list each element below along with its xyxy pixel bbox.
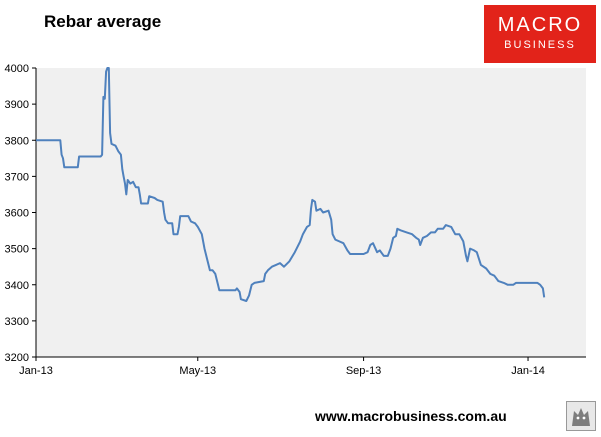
x-tick-label: Jan-14 [511, 365, 545, 377]
y-tick-label: 3900 [5, 99, 29, 111]
footer-url: www.macrobusiness.com.au [315, 408, 507, 424]
x-tick-label: May-13 [179, 365, 216, 377]
y-tick-label: 3500 [5, 244, 29, 256]
chart-title: Rebar average [44, 12, 162, 31]
rebar-line-chart: 3200 3300 3400 3500 3600 3700 3800 3900 4000 Jan… [5, 63, 586, 377]
wolf-logo-icon [566, 401, 596, 431]
y-axis: 3200 3300 3400 3500 3600 3700 3800 3900 4000 [5, 63, 37, 364]
y-tick-label: 3800 [5, 135, 29, 147]
y-tick-label: 4000 [5, 63, 29, 75]
y-tick-label: 3400 [5, 280, 29, 292]
y-tick-label: 3300 [5, 316, 29, 328]
y-tick-label: 3600 [5, 208, 29, 220]
y-tick-label: 3700 [5, 171, 29, 183]
x-tick-label: Jan-13 [19, 365, 53, 377]
macrobusiness-logo: MACRO BUSINESS [484, 5, 596, 63]
x-tick-label: Sep-13 [346, 365, 381, 377]
logo-line-1: MACRO [497, 14, 583, 36]
logo-line-2: BUSINESS [504, 39, 576, 51]
x-axis: Jan-13 May-13 Sep-13 Jan-14 [19, 356, 586, 377]
rebar-series-line [36, 67, 546, 302]
y-tick-label: 3200 [5, 352, 29, 364]
